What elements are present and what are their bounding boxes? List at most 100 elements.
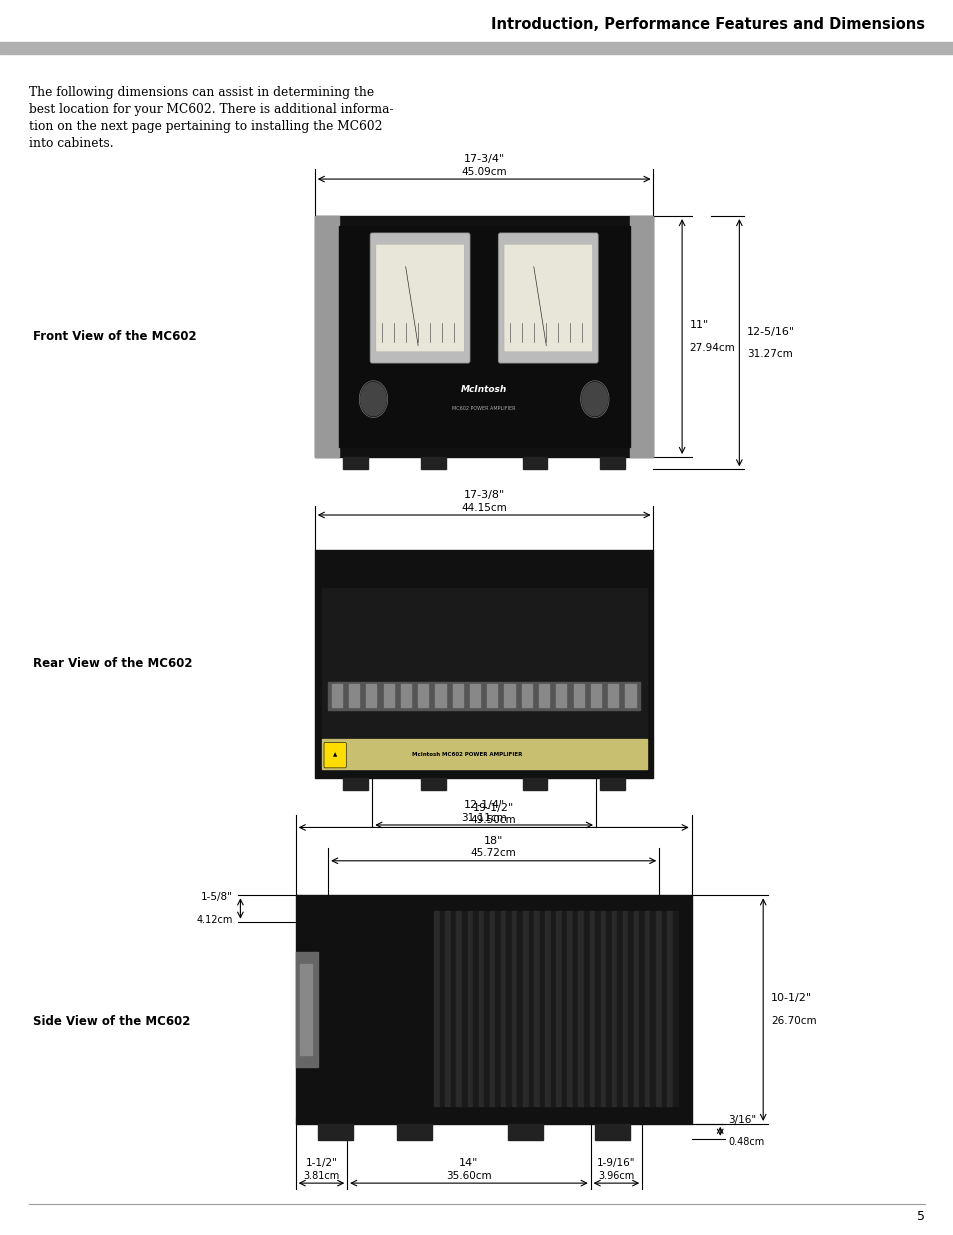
Bar <box>512 911 517 1105</box>
Bar <box>470 684 479 708</box>
Bar <box>478 911 484 1105</box>
Bar <box>314 216 338 457</box>
FancyBboxPatch shape <box>497 233 598 363</box>
Bar <box>599 457 624 469</box>
Bar <box>644 911 650 1105</box>
Bar <box>504 684 514 708</box>
Text: 17-3/4": 17-3/4" <box>463 154 504 164</box>
Bar <box>451 911 456 1105</box>
Text: 31.27cm: 31.27cm <box>746 350 792 359</box>
Bar <box>611 911 617 1105</box>
Text: 12-5/16": 12-5/16" <box>746 326 794 337</box>
Bar <box>506 911 512 1105</box>
Bar <box>487 684 497 708</box>
Bar <box>567 911 572 1105</box>
FancyBboxPatch shape <box>370 233 470 363</box>
Bar <box>595 1124 629 1140</box>
Bar <box>590 684 600 708</box>
Bar <box>625 684 635 708</box>
Bar <box>439 911 445 1105</box>
Bar <box>522 457 547 469</box>
Bar <box>633 911 639 1105</box>
Bar <box>0 42 953 54</box>
Bar <box>343 778 368 790</box>
Text: 45.72cm: 45.72cm <box>471 848 516 858</box>
Bar <box>332 684 341 708</box>
Text: 49.50cm: 49.50cm <box>471 815 516 825</box>
Bar <box>573 684 583 708</box>
Bar <box>420 778 445 790</box>
Circle shape <box>360 383 386 416</box>
Bar <box>495 911 500 1105</box>
Text: 1-5/8": 1-5/8" <box>201 893 233 903</box>
Bar <box>544 911 550 1105</box>
Bar <box>321 588 646 737</box>
Bar <box>622 911 628 1105</box>
Bar <box>517 911 522 1105</box>
Bar <box>522 911 528 1105</box>
Bar <box>600 911 605 1105</box>
FancyBboxPatch shape <box>375 245 464 352</box>
Bar <box>578 911 583 1105</box>
Text: MC602 POWER AMPLIFIER: MC602 POWER AMPLIFIER <box>452 406 516 411</box>
Bar <box>521 684 532 708</box>
Text: 18": 18" <box>483 836 503 846</box>
Bar <box>314 216 653 457</box>
Bar <box>556 684 566 708</box>
Text: 3.96cm: 3.96cm <box>598 1171 634 1181</box>
Bar <box>473 911 478 1105</box>
Bar <box>467 911 473 1105</box>
Text: 12-1/4": 12-1/4" <box>463 800 504 810</box>
Text: 45.09cm: 45.09cm <box>461 167 506 177</box>
Bar <box>583 911 589 1105</box>
Bar <box>660 911 666 1105</box>
Bar <box>534 911 539 1105</box>
Bar <box>572 911 578 1105</box>
Bar <box>400 684 411 708</box>
Bar <box>508 1124 542 1140</box>
Text: 5: 5 <box>917 1210 924 1223</box>
Bar <box>452 684 462 708</box>
Bar <box>599 778 624 790</box>
Bar <box>338 226 629 447</box>
Bar <box>489 911 495 1105</box>
Bar <box>317 1124 352 1140</box>
Bar <box>461 911 467 1105</box>
Text: 44.15cm: 44.15cm <box>461 503 506 513</box>
Bar <box>417 684 428 708</box>
Text: 1-9/16": 1-9/16" <box>597 1158 635 1168</box>
Text: 10-1/2": 10-1/2" <box>770 993 811 1003</box>
Bar <box>595 911 600 1105</box>
Bar <box>650 911 656 1105</box>
Bar <box>435 684 445 708</box>
Text: 1-1/2": 1-1/2" <box>305 1158 337 1168</box>
Bar <box>666 911 672 1105</box>
Bar <box>550 911 556 1105</box>
Bar <box>383 684 394 708</box>
Text: 19-1/2": 19-1/2" <box>473 803 514 813</box>
Bar <box>607 684 618 708</box>
Text: 26.70cm: 26.70cm <box>770 1015 816 1026</box>
Text: 3.81cm: 3.81cm <box>303 1171 339 1181</box>
Text: 14": 14" <box>458 1158 478 1168</box>
Bar <box>617 911 622 1105</box>
Bar <box>484 911 489 1105</box>
Text: McIntosh: McIntosh <box>460 385 507 394</box>
Bar <box>629 216 653 457</box>
Bar <box>639 911 644 1105</box>
Bar <box>522 778 547 790</box>
Text: 11": 11" <box>689 320 708 330</box>
Text: 27.94cm: 27.94cm <box>689 342 735 353</box>
Bar <box>538 684 549 708</box>
Bar <box>295 895 691 1124</box>
Text: The following dimensions can assist in determining the
best location for your MC: The following dimensions can assist in d… <box>29 86 393 151</box>
Bar <box>434 911 439 1105</box>
Text: McIntosh MC602 POWER AMPLIFIER: McIntosh MC602 POWER AMPLIFIER <box>412 752 522 757</box>
Bar <box>605 911 611 1105</box>
Bar <box>456 911 461 1105</box>
Circle shape <box>581 383 607 416</box>
Text: Side View of the MC602: Side View of the MC602 <box>33 1014 191 1028</box>
FancyBboxPatch shape <box>503 245 592 352</box>
Text: Front View of the MC602: Front View of the MC602 <box>33 330 197 343</box>
Bar <box>589 911 595 1105</box>
